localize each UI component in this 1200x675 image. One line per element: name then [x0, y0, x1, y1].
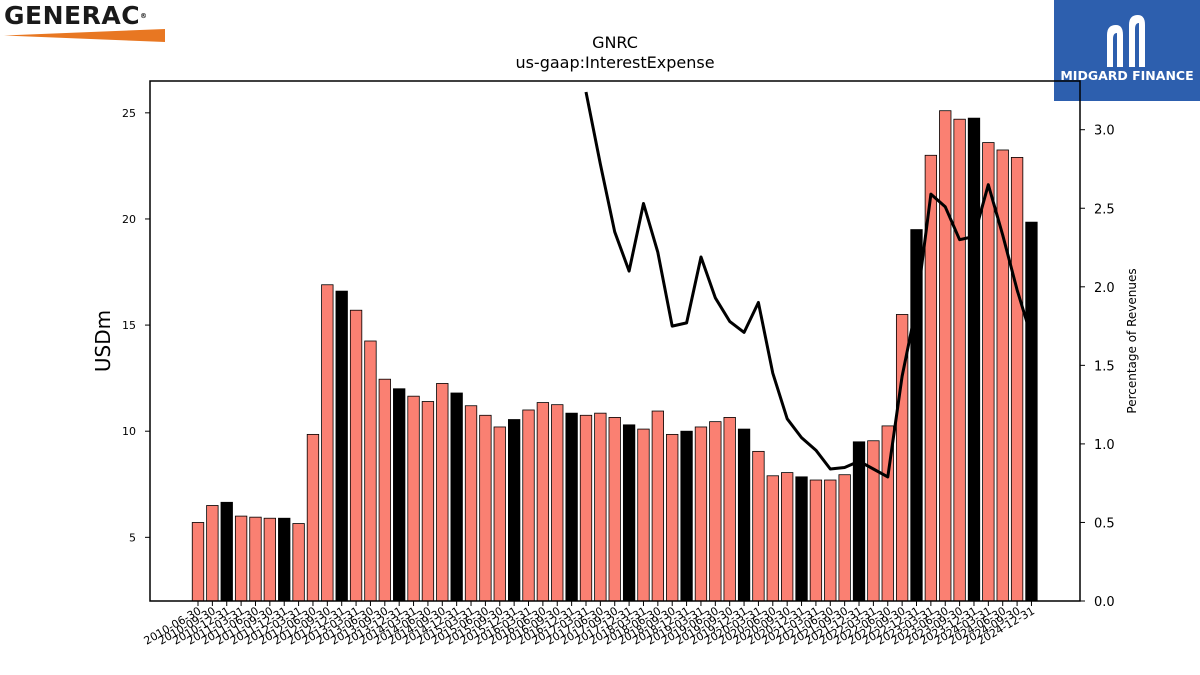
- bar-2015-09-30: [493, 426, 506, 602]
- bar-series: [191, 110, 1038, 602]
- y2-tick-label: 2.0: [1094, 281, 1115, 296]
- bar-2011-09-30: [263, 517, 277, 602]
- bar-2010-09-30: [206, 505, 219, 602]
- bar-2013-09-30: [378, 378, 391, 602]
- bar-2015-12-31: [507, 419, 521, 602]
- y2-tick-label: 0.0: [1094, 595, 1115, 610]
- bar-2016-12-31: [565, 412, 578, 602]
- y2-tick-label: 0.5: [1094, 516, 1115, 531]
- bar-2018-06-30: [651, 410, 664, 602]
- midgard-monogram-icon: [1107, 15, 1145, 71]
- right-y-axis: 0.0 0.5 1.0 1.5 2.0 2.5 3.0: [1080, 124, 1115, 610]
- left-y-axis: 5 10 15 20 25: [122, 107, 150, 544]
- bar-2022-03-31: [867, 440, 880, 602]
- bar-2021-12-31: [852, 441, 866, 602]
- bar-2014-03-31: [407, 395, 420, 602]
- bar-2016-06-30: [536, 402, 550, 602]
- bar-2017-12-31: [622, 424, 636, 602]
- bar-2021-06-30: [824, 479, 837, 602]
- bar-2018-09-30: [666, 433, 679, 602]
- bar-2012-06-30: [306, 433, 320, 602]
- bar-2011-06-30: [249, 516, 262, 602]
- bar-2018-12-31: [680, 430, 693, 602]
- bar-2013-06-30: [364, 340, 377, 602]
- bar-2012-09-30: [321, 284, 334, 602]
- bar-2016-09-30: [551, 404, 564, 602]
- bar-2011-03-31: [234, 515, 248, 602]
- bar-2024-09-30: [1010, 157, 1024, 602]
- midgard-finance-logo: MIDGARD FINANCE: [1054, 0, 1200, 101]
- bar-2015-06-30: [479, 414, 492, 602]
- bar-2014-09-30: [436, 383, 449, 602]
- bar-2020-03-31: [752, 450, 765, 602]
- y-tick-label: 25: [122, 107, 136, 120]
- bar-2023-06-30: [939, 110, 952, 602]
- y-axis-label: USDm: [91, 310, 115, 372]
- bar-2019-03-31: [694, 426, 708, 602]
- bar-2024-12-31: [1025, 221, 1038, 602]
- bar-2021-03-31: [809, 479, 823, 602]
- y2-tick-label: 2.5: [1094, 202, 1115, 217]
- y-tick-label: 10: [122, 425, 136, 438]
- bar-2015-03-31: [464, 405, 478, 602]
- chart-title: GNRC: [592, 33, 638, 52]
- bar-2020-06-30: [766, 475, 779, 602]
- bar-2018-03-31: [637, 428, 650, 602]
- percentage-of-revenues-line: [584, 91, 1033, 479]
- x-axis: 2010-06-302010-09-302010-12-312011-03-31…: [142, 601, 1037, 648]
- bar-2020-09-30: [781, 472, 794, 602]
- bar-2013-12-31: [393, 388, 406, 602]
- y2-tick-label: 3.0: [1094, 124, 1115, 139]
- generac-logo-text: GENERAC: [4, 1, 141, 30]
- bar-2013-03-31: [349, 309, 363, 602]
- bar-2019-06-30: [709, 421, 722, 602]
- bar-2014-06-30: [421, 401, 435, 602]
- y2-tick-label: 1.5: [1094, 359, 1115, 374]
- y-tick-label: 20: [122, 213, 136, 226]
- bar-2023-09-30: [953, 118, 966, 602]
- y2-axis-label: Percentage of Revenues: [1125, 268, 1139, 413]
- generac-logo-reg: ®: [140, 12, 148, 20]
- bar-2017-03-31: [579, 414, 593, 602]
- generac-swoosh-icon: [4, 29, 165, 42]
- bar-2016-03-31: [522, 409, 535, 602]
- bar-2010-12-31: [220, 501, 233, 602]
- bar-2010-06-30: [191, 522, 205, 602]
- y2-tick-label: 1.0: [1094, 438, 1115, 453]
- bar-2019-09-30: [723, 417, 736, 602]
- y-tick-label: 15: [122, 319, 136, 332]
- bar-2012-03-31: [292, 523, 305, 602]
- bar-2023-12-31: [967, 117, 981, 602]
- bar-2017-06-30: [594, 412, 607, 602]
- bar-2012-12-31: [335, 290, 348, 602]
- bar-2024-03-31: [982, 142, 995, 602]
- bar-2017-09-30: [608, 417, 621, 602]
- bar-2019-12-31: [737, 428, 751, 602]
- chart-subtitle: us-gaap:InterestExpense: [515, 53, 714, 72]
- bar-2014-12-31: [450, 392, 463, 602]
- bar-2011-12-31: [278, 517, 291, 602]
- generac-logo: GENERAC®: [4, 2, 172, 44]
- bar-2021-09-30: [838, 474, 851, 602]
- bar-2020-12-31: [795, 476, 808, 602]
- midgard-logo-text: MIDGARD FINANCE: [1060, 68, 1194, 83]
- y-tick-label: 5: [129, 531, 136, 544]
